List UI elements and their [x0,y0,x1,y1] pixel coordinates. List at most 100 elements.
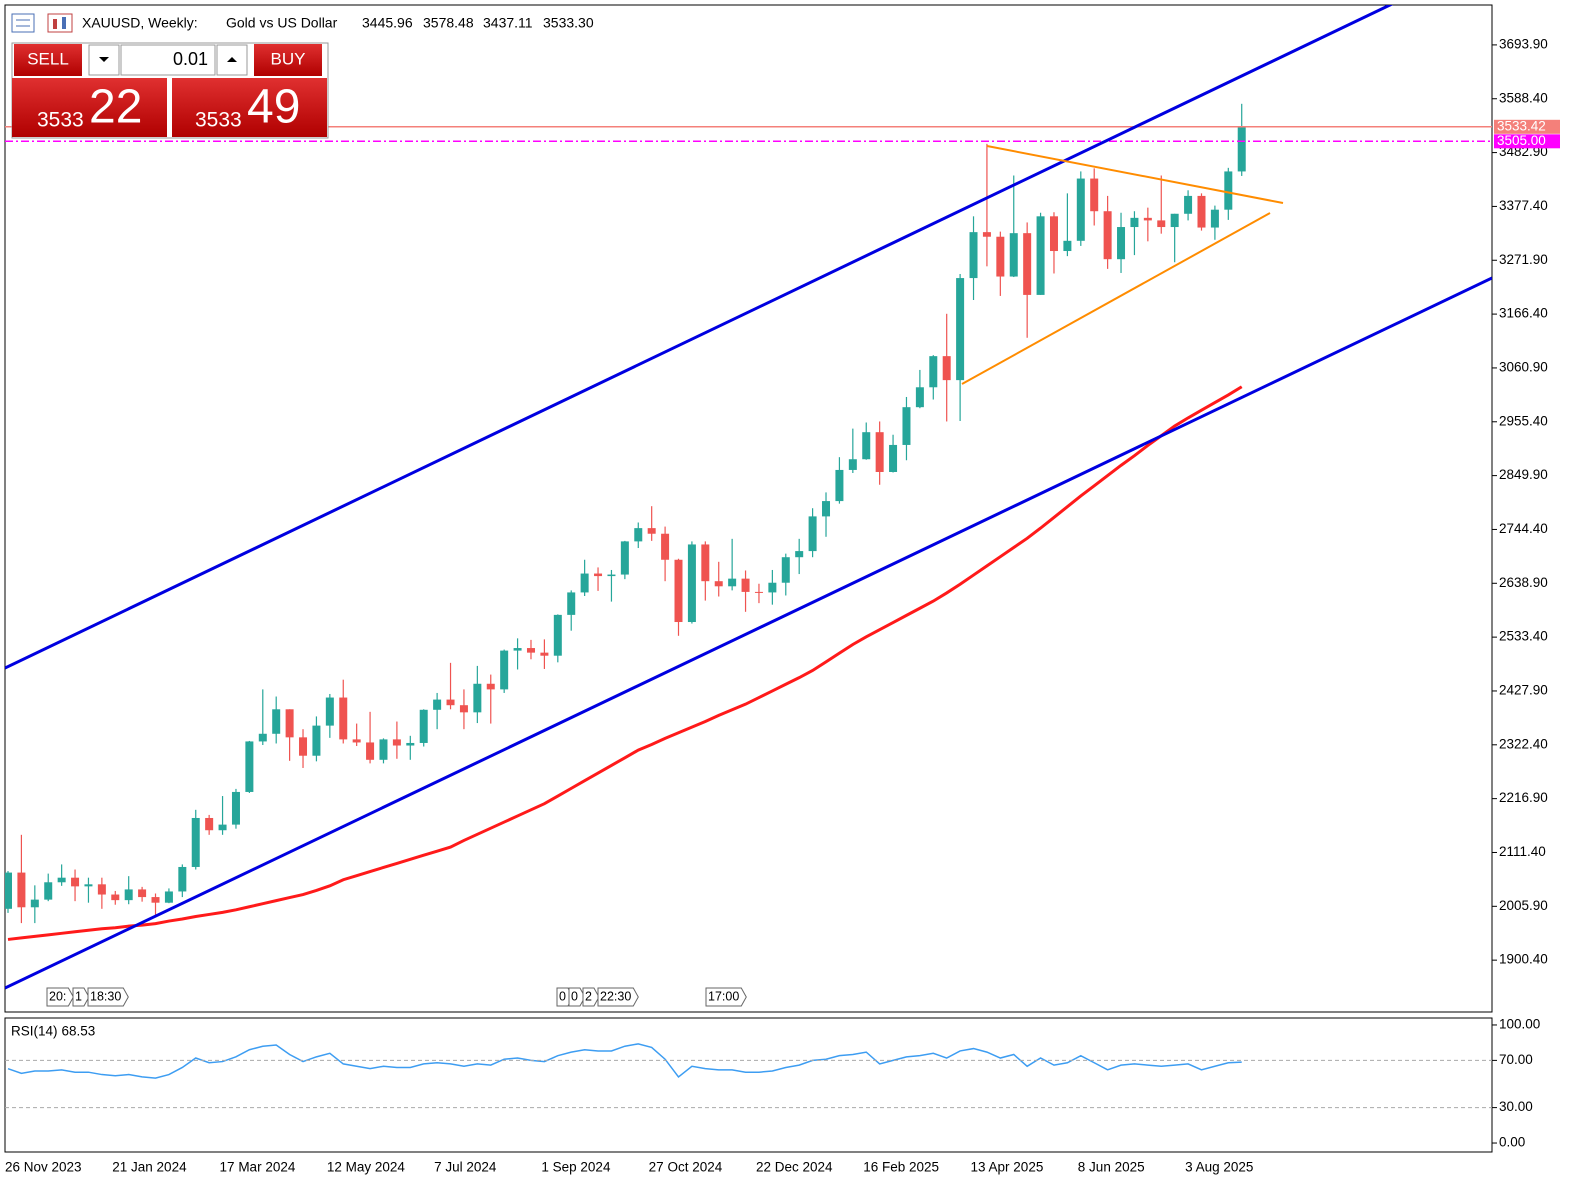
candle-body [795,551,804,558]
event-marker [568,987,586,1007]
candle-body [902,407,911,445]
x-tick-label: 12 May 2024 [327,1160,406,1175]
candle-body [1036,216,1045,295]
candle-body [419,709,428,743]
candle-body [191,817,200,867]
candle-body [1210,209,1219,228]
candle-body [634,528,643,542]
x-tick-label: 26 Nov 2023 [5,1160,82,1175]
bid-pips[interactable]: 22 [89,81,142,134]
ask-pips[interactable]: 49 [247,81,300,134]
x-tick-label: 3 Aug 2025 [1185,1160,1253,1175]
candle-body [258,733,267,742]
candle-body [339,697,348,740]
candle-body [406,742,415,746]
event-marker [72,987,90,1007]
candle-body [513,648,522,651]
triangle-upper [986,145,1284,204]
candle-body [218,824,227,831]
candle-body [1049,216,1058,252]
sell-button[interactable] [14,44,82,76]
y-tick-label: 3377.40 [1499,198,1548,213]
event-marker-label: 2 [585,989,592,1003]
candle-body [781,557,790,583]
candle-body [285,709,294,738]
price-tag-label: 3505.00 [1497,133,1546,148]
price-tag-label: 3533.42 [1497,118,1546,133]
candle-body [567,592,576,615]
candle-body [661,533,670,560]
candle-body [1157,220,1166,228]
candle-body [1197,195,1206,228]
trade-panel: SELL 0.01 BUY 3533 22 3533 49 [11,42,329,139]
ask-box[interactable] [172,78,327,137]
y-tick-label: 2533.40 [1499,629,1548,644]
event-marker [87,987,129,1007]
candle-body [392,739,401,746]
candle-body [714,581,723,587]
candle-body [889,444,898,472]
event-marker-label: 1 [75,989,82,1003]
event-marker [582,987,600,1007]
candle-body [674,559,683,623]
candle-body [620,541,629,575]
candle-body [1130,217,1139,228]
candle-body [84,884,93,887]
indicator-name: RSI(14) [11,1024,58,1039]
y-tick-label: 2322.40 [1499,736,1548,751]
plot-area [5,103,1246,941]
candle-body [486,683,495,690]
y-tick-label: 3271.90 [1499,252,1548,267]
bid-main[interactable]: 3533 [37,109,84,132]
candle-body [862,432,871,460]
buy-button[interactable] [254,44,322,76]
candle-body [956,278,965,381]
candle-body [231,791,240,825]
buy-label[interactable]: BUY [271,49,306,68]
volume-up[interactable] [216,44,248,76]
candle-body [500,650,509,690]
candle-body [754,591,763,593]
candle-body [459,705,468,713]
candle-body [540,652,549,656]
candle-body [178,866,187,892]
candle-body [580,573,589,593]
event-marker [597,987,639,1007]
candle-body [553,614,562,656]
y-tick-label: 70.00 [1499,1052,1533,1067]
y-tick-label: 2955.40 [1499,413,1548,428]
candle-body [1009,233,1018,277]
candle-body [272,709,281,734]
candle-body [30,899,39,908]
candle-body [822,501,831,517]
candle-body [982,232,991,237]
candle-body [1063,240,1072,252]
sell-label[interactable]: SELL [27,49,69,68]
icon-list[interactable] [11,13,35,33]
candle-body [808,516,817,552]
x-tick-label: 1 Sep 2024 [541,1160,611,1175]
volume[interactable]: 0.01 [173,49,208,69]
y-tick-label: 2849.90 [1499,467,1548,482]
event-marker-label: 18:30 [90,989,121,1003]
icon-chart[interactable] [47,13,73,33]
candle-body [1224,171,1233,210]
y-tick-label: 2111.40 [1499,844,1546,859]
ask-main[interactable]: 3533 [195,109,242,132]
indicator-value: 68.53 [62,1024,96,1039]
volume-field[interactable] [120,44,216,76]
rsi-panel [4,1017,1493,1153]
candle-body [352,739,361,743]
ohlc-open: 3445.96 [362,15,413,31]
bid-box[interactable] [12,78,167,137]
candle-body [1103,211,1112,260]
candle-body [875,432,884,472]
event-marker-label: 22:30 [600,989,631,1003]
x-tick-label: 17 Mar 2024 [220,1160,296,1175]
candle-body [325,697,334,726]
candle-body [97,884,106,895]
description: Gold vs US Dollar [226,15,338,31]
candle-body [969,232,978,279]
candle-body [379,739,388,760]
